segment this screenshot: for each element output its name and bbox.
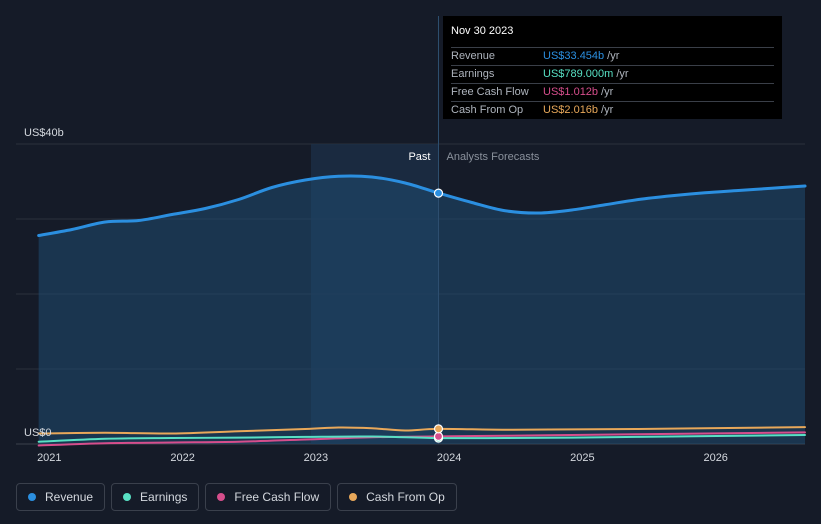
legend-dot-icon — [349, 493, 358, 501]
hover-tooltip: Nov 30 2023 Revenue US$33.454b /yr Earni… — [443, 16, 782, 119]
x-tick-label: 2024 — [437, 452, 461, 464]
legend-label: Free Cash Flow — [234, 490, 320, 504]
x-tick-label: 2022 — [170, 452, 194, 464]
legend-dot-icon — [217, 493, 226, 501]
tooltip-label: Earnings — [451, 68, 495, 80]
chart-legend: Revenue Earnings Free Cash Flow Cash Fro… — [16, 483, 457, 511]
x-tick-label: 2026 — [703, 452, 727, 464]
legend-item-free-cash-flow[interactable]: Free Cash Flow — [205, 483, 332, 511]
y-axis-top-label: US$40b — [24, 127, 64, 139]
tooltip-unit: /yr — [616, 68, 629, 80]
tooltip-row-revenue: Revenue US$33.454b /yr — [451, 47, 774, 65]
legend-item-cash-from-op[interactable]: Cash From Op — [337, 483, 457, 511]
tooltip-row-cash-from-op: Cash From Op US$2.016b /yr — [451, 101, 774, 119]
legend-dot-icon — [123, 493, 132, 501]
x-tick-label: 2025 — [570, 452, 594, 464]
revenue-area-fill — [38, 175, 805, 444]
x-tick-label: 2021 — [37, 452, 61, 464]
x-tick-label: 2023 — [304, 452, 328, 464]
tooltip-value: US$1.012b — [543, 86, 599, 98]
marker-revenue — [433, 188, 444, 198]
tooltip-row-free-cash-flow: Free Cash Flow US$1.012b /yr — [451, 83, 774, 101]
marker-cash-from-op — [433, 424, 444, 434]
series-line-revenue — [37, 174, 807, 237]
y-axis-bottom-label: US$0 — [24, 427, 52, 439]
legend-item-earnings[interactable]: Earnings — [111, 483, 200, 511]
tooltip-value: US$33.454b — [543, 50, 605, 62]
series-line-cash-from-op — [37, 426, 806, 435]
forecast-region-label: Analysts Forecasts — [446, 151, 539, 163]
tooltip-label: Revenue — [451, 50, 496, 62]
tooltip-unit: /yr — [607, 50, 620, 62]
x-axis-ticks: 2021 2022 2023 2024 2025 2026 — [37, 452, 728, 464]
past-region-label: Past — [408, 151, 430, 163]
legend-label: Earnings — [140, 490, 188, 504]
legend-item-revenue[interactable]: Revenue — [16, 483, 106, 511]
tooltip-unit: /yr — [601, 86, 614, 98]
tooltip-unit: /yr — [601, 104, 614, 116]
tooltip-date: Nov 30 2023 — [451, 25, 514, 37]
tooltip-label: Free Cash Flow — [451, 86, 529, 98]
legend-dot-icon — [28, 493, 36, 501]
legend-label: Revenue — [45, 490, 94, 504]
marker-free-cash-flow — [433, 431, 444, 442]
tooltip-label: Cash From Op — [451, 104, 524, 116]
tooltip-row-earnings: Earnings US$789.000m /yr — [451, 65, 774, 83]
tooltip-value: US$789.000m — [543, 68, 614, 80]
hover-markers — [433, 188, 444, 443]
legend-label: Cash From Op — [366, 490, 445, 504]
tooltip-value: US$2.016b — [543, 104, 599, 116]
